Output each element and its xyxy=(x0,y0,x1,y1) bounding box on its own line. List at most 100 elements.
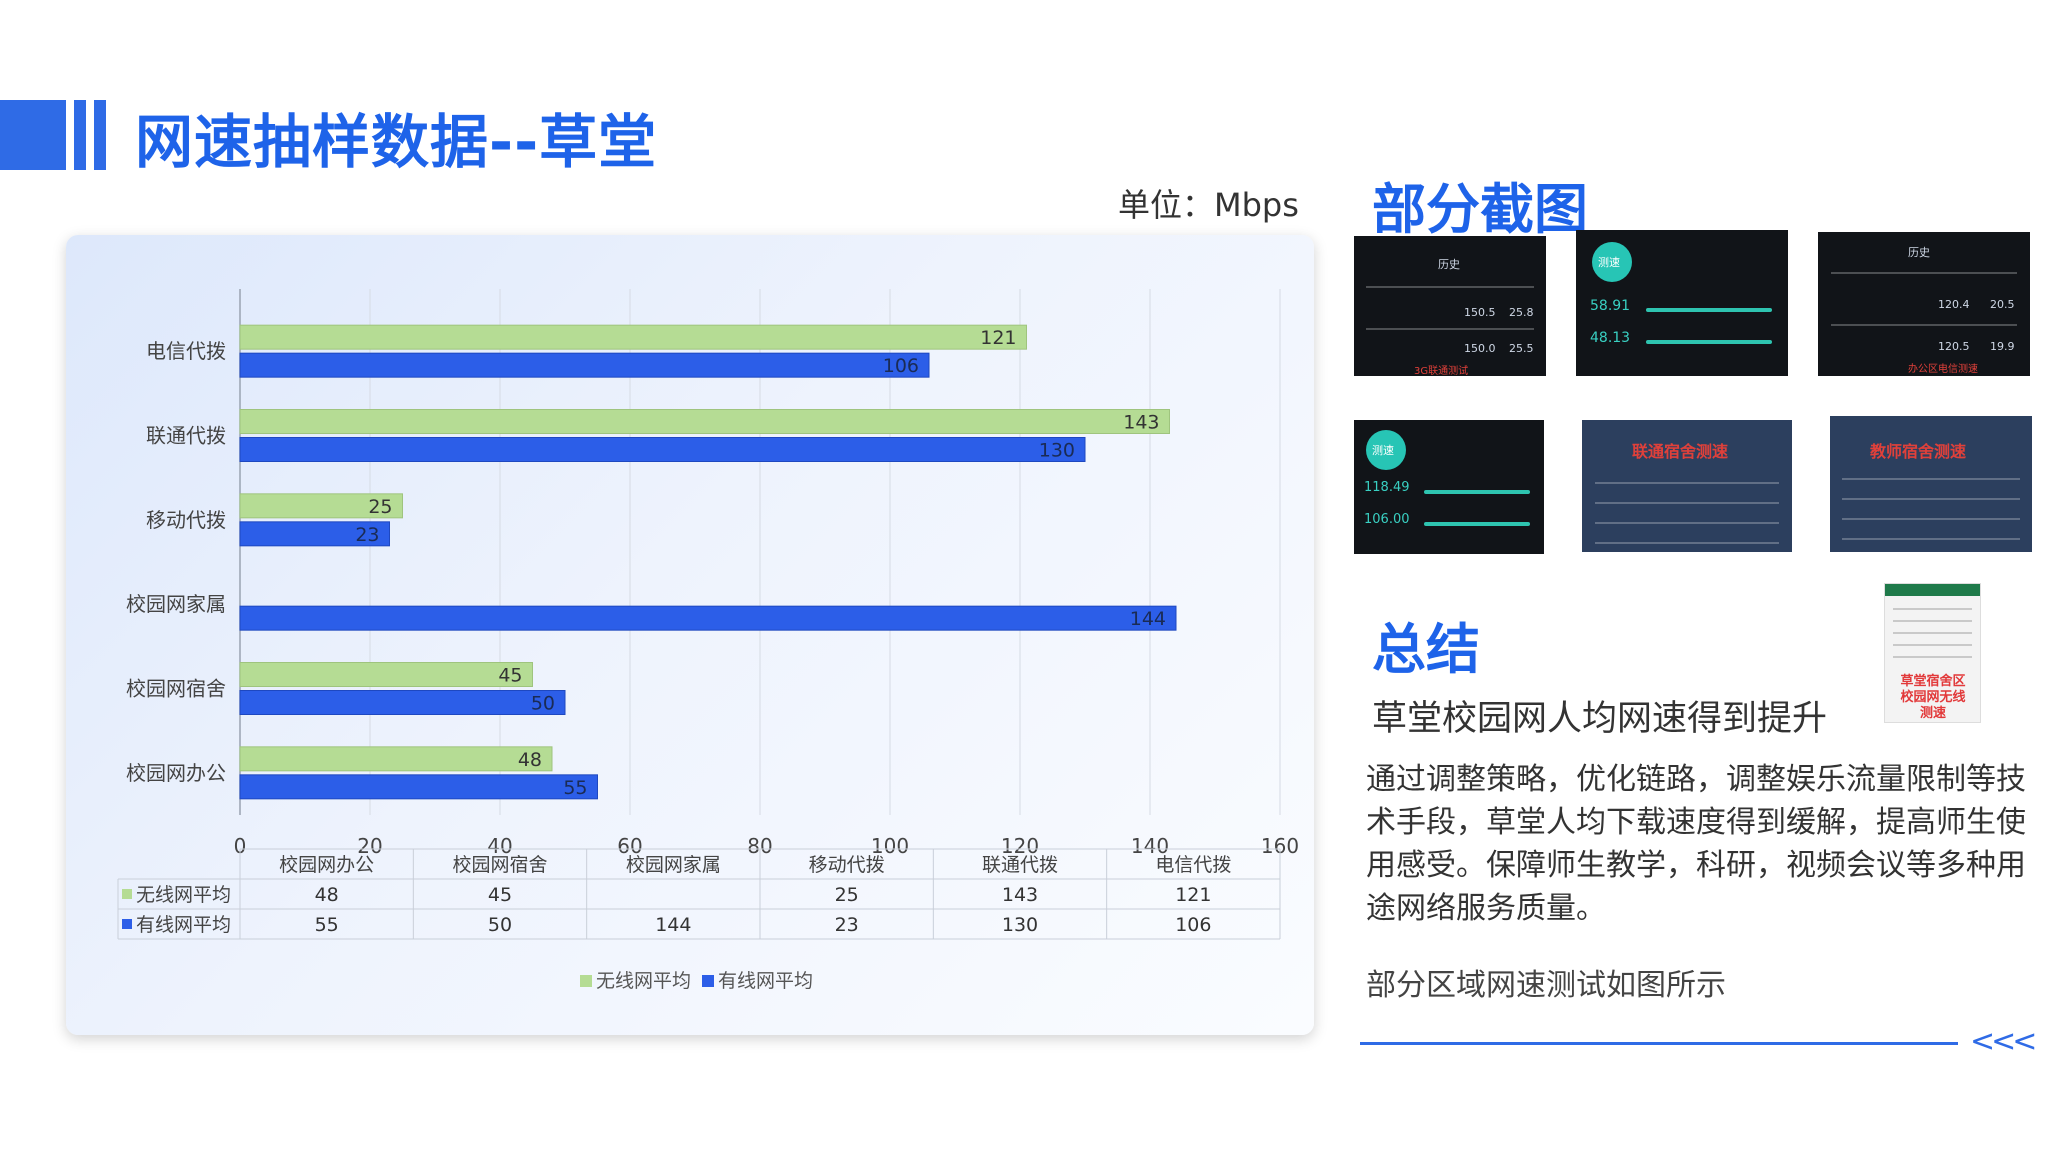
y-category-label: 电信代拨 xyxy=(146,339,226,363)
screenshot-text: 历史 xyxy=(1438,258,1460,271)
table-legend-swatch xyxy=(122,889,132,899)
page-title: 网速抽样数据--草堂 xyxy=(135,108,658,176)
bar xyxy=(239,493,403,519)
x-tick-label: 40 xyxy=(487,834,512,858)
speedtest-screenshot: 历史 150.5 25.8 150.0 25.5 3G联通测试 xyxy=(1354,236,1546,376)
screenshot-caption: 办公区电信测速 xyxy=(1908,364,1978,375)
summary-title: 总结 xyxy=(1372,618,1480,681)
x-tick-label: 20 xyxy=(357,834,382,858)
speedtest-screenshot: 教师宿舍测速 xyxy=(1830,416,2032,552)
phone-speedtest-screenshot: 草堂宿舍区校园网无线测速 xyxy=(1884,583,1981,723)
screenshot-text: 历史 xyxy=(1908,246,1930,259)
chevron-left-icon: <<< xyxy=(1970,1024,2037,1059)
bar-value-label: 45 xyxy=(498,665,522,687)
table-row-label: 有线网平均 xyxy=(136,914,231,936)
table-cell: 50 xyxy=(488,914,512,936)
y-category-label: 联通代拨 xyxy=(146,424,226,448)
summary-heading: 草堂校园网人均网速得到提升 xyxy=(1372,699,1828,739)
table-cell: 121 xyxy=(1175,884,1211,906)
y-category-label: 校园网宿舍 xyxy=(126,677,226,701)
table-cell: 25 xyxy=(835,884,859,906)
screenshot-text: 20.5 xyxy=(1990,298,2015,311)
bar xyxy=(239,662,533,687)
x-tick-label: 0 xyxy=(234,834,247,858)
phone-screenshot-caption: 草堂宿舍区校园网无线测速 xyxy=(1900,674,1966,721)
screenshot-text: 25.8 xyxy=(1509,306,1534,319)
table-column-header: 联通代拨 xyxy=(982,854,1058,876)
screenshot-text: 150.5 xyxy=(1464,306,1496,319)
bar-value-label: 121 xyxy=(980,327,1016,349)
bar xyxy=(239,746,553,772)
title-decoration-stripe xyxy=(94,100,106,170)
screenshot-text: 测速 xyxy=(1598,256,1620,269)
screenshot-caption: 3G联通测试 xyxy=(1414,366,1469,376)
bar-value-label: 55 xyxy=(563,777,587,799)
screenshot-text: 118.49 xyxy=(1364,480,1410,495)
legend-label: 有线网平均 xyxy=(718,970,813,992)
screenshot-text: 120.4 xyxy=(1938,298,1970,311)
y-category-label: 校园网办公 xyxy=(126,761,226,785)
bar-value-label: 25 xyxy=(368,496,392,518)
screenshot-text: 106.00 xyxy=(1364,512,1410,527)
x-tick-label: 100 xyxy=(871,834,909,858)
screenshots-title: 部分截图 xyxy=(1372,178,1588,241)
table-column-header: 校园网家属 xyxy=(626,854,721,876)
table-cell: 106 xyxy=(1175,914,1211,936)
table-cell: 144 xyxy=(655,914,691,936)
table-column-header: 校园网办公 xyxy=(279,854,374,876)
screenshot-text: 19.9 xyxy=(1990,340,2015,353)
screenshot-text: 120.5 xyxy=(1938,340,1970,353)
table-cell: 23 xyxy=(835,914,859,936)
y-category-label: 校园网家属 xyxy=(126,592,226,616)
bar-value-label: 23 xyxy=(355,524,379,546)
x-tick-label: 140 xyxy=(1131,834,1169,858)
table-cell: 45 xyxy=(488,884,512,906)
bar xyxy=(239,690,566,715)
title-decoration-stripe xyxy=(74,100,86,170)
legend-label: 无线网平均 xyxy=(596,970,691,992)
speedtest-screenshot: 联通宿舍测速 xyxy=(1582,420,1792,552)
y-category-label: 移动代拨 xyxy=(146,508,226,532)
summary-note: 部分区域网速测试如图所示 xyxy=(1366,968,1726,1003)
bar xyxy=(239,521,390,547)
bar-value-label: 50 xyxy=(531,693,555,715)
speedtest-screenshot: 历史 120.4 20.5 120.5 19.9 办公区电信测速 xyxy=(1818,232,2030,376)
table-column-header: 移动代拨 xyxy=(809,854,885,876)
speedtest-screenshot: 测速 58.91 48.13 xyxy=(1576,230,1788,376)
screenshot-text: 58.91 xyxy=(1590,298,1631,314)
screenshot-text: 150.0 xyxy=(1464,342,1496,355)
title-decoration-block xyxy=(0,100,66,170)
bar xyxy=(239,352,930,378)
screenshot-text: 25.5 xyxy=(1509,342,1534,355)
divider-line xyxy=(1360,1042,1958,1045)
table-column-header: 电信代拨 xyxy=(1155,854,1231,876)
screenshot-text: 48.13 xyxy=(1590,330,1631,346)
bar-value-label: 143 xyxy=(1123,412,1159,434)
screenshot-caption: 教师宿舍测速 xyxy=(1870,442,1967,461)
unit-label: 单位：Mbps xyxy=(1118,186,1299,224)
bar xyxy=(239,324,1027,350)
table-legend-swatch xyxy=(122,919,132,929)
speedtest-screenshot: 测速 118.49 106.00 xyxy=(1354,420,1544,554)
bar-value-label: 144 xyxy=(1130,608,1166,630)
table-cell: 48 xyxy=(315,884,339,906)
table-cell: 130 xyxy=(1002,914,1038,936)
bar-value-label: 106 xyxy=(883,355,919,377)
table-cell: 143 xyxy=(1002,884,1038,906)
table-row-label: 无线网平均 xyxy=(136,884,231,906)
legend-swatch xyxy=(580,975,592,987)
x-tick-label: 60 xyxy=(617,834,642,858)
x-tick-label: 120 xyxy=(1001,834,1039,858)
bar-value-label: 130 xyxy=(1039,440,1075,462)
screenshot-caption: 联通宿舍测速 xyxy=(1632,442,1729,461)
bar-chart: 0 20 40 60 80 100 120 140 160电信代拨121106联通代拨14313… xyxy=(117,289,1299,992)
bar xyxy=(239,774,598,800)
bar xyxy=(239,605,1177,631)
legend-swatch xyxy=(702,975,714,987)
summary-body: 通过调整策略，优化链路，调整娱乐流量限制等技术手段，草堂人均下载速度得到缓解，提… xyxy=(1366,762,2026,926)
bar-value-label: 48 xyxy=(518,749,542,771)
screenshot-text: 测速 xyxy=(1372,444,1394,457)
table-column-header: 校园网宿舍 xyxy=(452,854,547,876)
table-cell: 55 xyxy=(315,914,339,936)
bar xyxy=(239,437,1086,462)
